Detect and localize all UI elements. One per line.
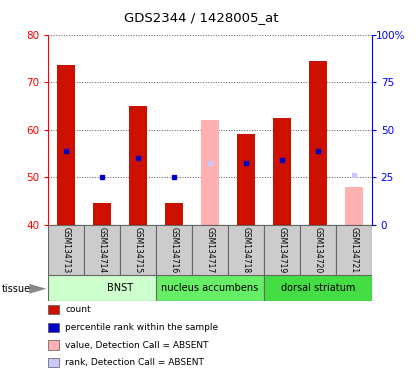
Text: GSM134716: GSM134716 — [170, 227, 178, 273]
Text: GDS2344 / 1428005_at: GDS2344 / 1428005_at — [124, 11, 279, 24]
Text: nucleus accumbens: nucleus accumbens — [161, 283, 259, 293]
Bar — [228, 225, 264, 275]
Text: GSM134713: GSM134713 — [62, 227, 71, 273]
Bar — [84, 225, 120, 275]
Text: dorsal striatum: dorsal striatum — [281, 283, 355, 293]
Text: percentile rank within the sample: percentile rank within the sample — [65, 323, 218, 332]
Bar — [336, 225, 372, 275]
Text: GSM134714: GSM134714 — [98, 227, 107, 273]
Text: rank, Detection Call = ABSENT: rank, Detection Call = ABSENT — [65, 358, 204, 367]
Bar — [264, 225, 300, 275]
Text: count: count — [65, 305, 91, 314]
Bar — [156, 225, 192, 275]
Text: tissue: tissue — [2, 284, 31, 294]
Polygon shape — [29, 284, 46, 294]
Text: GSM134719: GSM134719 — [277, 227, 286, 273]
Text: GSM134717: GSM134717 — [205, 227, 215, 273]
Bar — [57, 65, 75, 225]
Bar — [201, 120, 219, 225]
Text: GSM134715: GSM134715 — [134, 227, 143, 273]
Bar — [309, 61, 327, 225]
Text: value, Detection Call = ABSENT: value, Detection Call = ABSENT — [65, 341, 209, 350]
Bar — [237, 134, 255, 225]
Bar — [93, 203, 111, 225]
Bar — [192, 225, 228, 275]
Bar — [345, 187, 363, 225]
Text: GSM134718: GSM134718 — [241, 227, 250, 273]
Bar — [156, 275, 264, 301]
Text: BNST: BNST — [107, 283, 133, 293]
Text: 100%: 100% — [376, 31, 405, 41]
Bar — [273, 118, 291, 225]
Bar — [129, 106, 147, 225]
Bar — [264, 275, 372, 301]
Text: GSM134721: GSM134721 — [349, 227, 358, 273]
Text: GSM134720: GSM134720 — [313, 227, 322, 273]
Bar — [165, 203, 183, 225]
Bar — [48, 275, 192, 301]
Bar — [120, 225, 156, 275]
Bar — [48, 225, 84, 275]
Bar — [300, 225, 336, 275]
